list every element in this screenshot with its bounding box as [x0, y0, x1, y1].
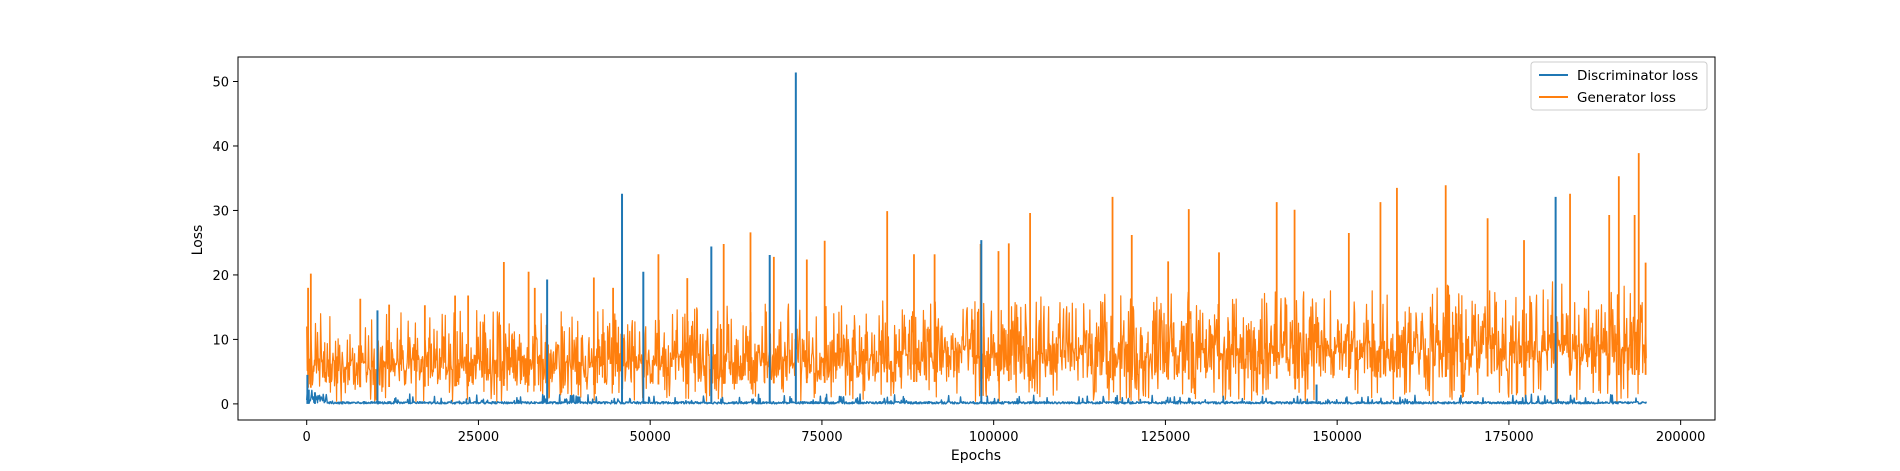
legend-label-discriminator: Discriminator loss: [1577, 68, 1698, 84]
legend: Discriminator loss Generator loss: [1530, 61, 1708, 111]
x-tick-label: 100000: [969, 430, 1019, 445]
plot-series-group: [306, 72, 1647, 405]
legend-label-generator: Generator loss: [1577, 90, 1676, 106]
x-tick-label: 50000: [630, 430, 671, 445]
legend-box: [1530, 61, 1708, 111]
x-axis-label: Epochs: [951, 448, 1001, 464]
y-tick-label: 50: [212, 76, 229, 91]
x-tick-label: 150000: [1312, 430, 1362, 445]
x-axis-ticks: 0 25000 50000 75000 100000 125000 150000 175000…: [303, 420, 1706, 445]
series-layer: [306, 72, 1647, 405]
x-tick-label: 0: [303, 430, 311, 445]
x-tick-label: 200000: [1656, 430, 1706, 445]
y-tick-label: 40: [212, 140, 229, 155]
plot-frame: [237, 56, 1716, 421]
y-axis-ticks: 0 10 20 30 40 50: [212, 76, 238, 413]
y-tick-label: 30: [212, 204, 229, 219]
y-axis-label: Loss: [190, 225, 206, 256]
y-tick-label: 0: [221, 398, 229, 413]
y-tick-label: 20: [212, 269, 229, 284]
x-tick-label: 175000: [1484, 430, 1534, 445]
x-tick-label: 25000: [458, 430, 499, 445]
y-tick-label: 10: [212, 333, 229, 348]
x-tick-label: 75000: [801, 430, 842, 445]
generator-loss-line: [306, 281, 1647, 403]
discriminator-loss-line: [306, 389, 1647, 405]
x-tick-label: 125000: [1141, 430, 1191, 445]
